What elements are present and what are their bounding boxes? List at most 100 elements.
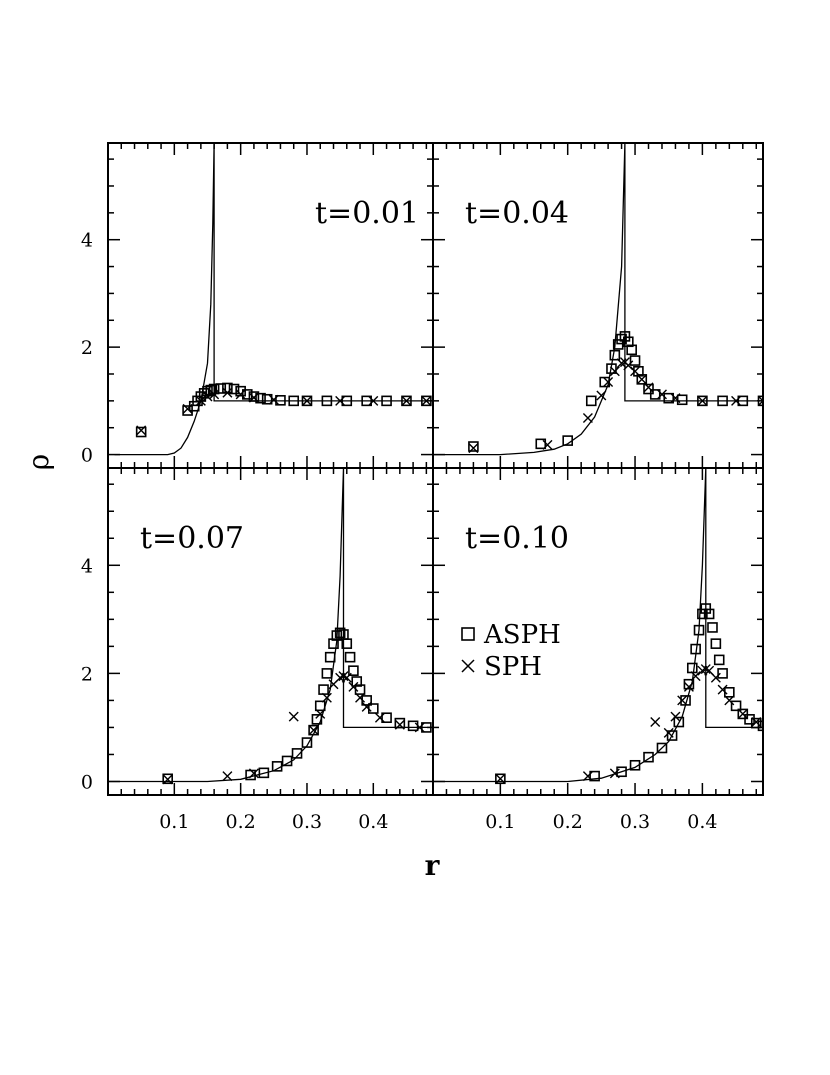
sph-point <box>288 711 299 722</box>
asph-point <box>215 383 227 394</box>
panel-time-label: t=0.07 <box>140 521 244 556</box>
asph-point <box>616 333 627 345</box>
legend-label-asph: ASPH <box>483 620 561 650</box>
asph-point <box>495 773 506 785</box>
analytic-solution-line <box>114 143 433 456</box>
asph-point <box>208 383 220 395</box>
panel-frame <box>432 142 764 469</box>
asph-point <box>361 695 372 706</box>
asph-point <box>616 766 627 778</box>
y-tick-label: 0 <box>81 445 93 467</box>
asph-point <box>700 603 712 614</box>
sph-point <box>308 725 319 736</box>
y-tick-label: 2 <box>81 337 93 359</box>
asph-point <box>261 393 273 405</box>
asph-point <box>271 761 283 772</box>
asph-point <box>301 395 313 407</box>
asph-point <box>255 392 266 404</box>
asph-point <box>673 716 685 728</box>
asph-point <box>341 638 353 649</box>
asph-point <box>321 395 333 407</box>
asph-point <box>344 651 356 663</box>
sph-point <box>301 395 312 406</box>
sph-point <box>401 395 412 406</box>
sph-point <box>368 395 379 406</box>
panel-frame <box>107 467 434 796</box>
legend-asph-marker <box>461 627 475 641</box>
asph-point <box>562 435 573 446</box>
asph-point <box>291 748 303 759</box>
sph-point <box>338 671 349 682</box>
x-tick-label: 0.1 <box>485 811 515 833</box>
asph-point <box>468 441 479 452</box>
panel-top-left: t=0.01 <box>107 142 434 469</box>
sph-point <box>717 684 728 695</box>
asph-point <box>693 624 705 636</box>
asph-point <box>241 389 253 400</box>
asph-point <box>235 385 246 397</box>
asph-point <box>258 767 270 779</box>
asph-point <box>248 391 260 402</box>
panel-time-label: t=0.04 <box>465 196 569 231</box>
asph-point <box>690 643 701 655</box>
sph-point <box>582 413 593 424</box>
asph-point <box>421 722 432 733</box>
asph-point <box>757 720 763 732</box>
asph-point <box>311 714 323 725</box>
sph-point <box>495 773 506 784</box>
panel-time-label: t=0.10 <box>465 521 569 556</box>
plot-area <box>108 468 433 785</box>
sph-point <box>670 711 681 722</box>
asph-point <box>609 349 621 361</box>
asph-point <box>328 638 339 649</box>
asph-point <box>737 395 749 407</box>
asph-point <box>643 751 654 763</box>
sph-point <box>603 377 614 388</box>
panel-top-right: t=0.04 <box>432 142 764 469</box>
asph-point <box>599 376 611 388</box>
asph-point <box>321 668 333 679</box>
asph-point <box>680 695 691 706</box>
sph-point <box>348 681 359 692</box>
asph-point <box>697 395 708 407</box>
sph-point <box>677 695 688 706</box>
x-tick-label: 0.4 <box>358 811 388 833</box>
asph-point <box>619 331 631 342</box>
y-axis-title: ρ <box>22 454 55 470</box>
asph-point <box>750 717 762 729</box>
asph-point <box>314 700 326 712</box>
plot-area <box>433 143 763 456</box>
asph-point <box>585 395 597 407</box>
asph-point <box>676 394 688 406</box>
asph-point <box>381 712 392 724</box>
asph-point <box>683 678 695 690</box>
x-tick-label: 0.1 <box>159 811 189 833</box>
asph-point <box>606 363 617 374</box>
asph-point <box>717 395 728 407</box>
asph-point <box>381 395 392 407</box>
x-axis-title: r <box>425 849 441 882</box>
asph-point <box>341 395 353 407</box>
sph-point <box>335 395 346 406</box>
asph-point <box>717 668 728 679</box>
y-tick-label: 4 <box>81 555 93 577</box>
asph-point <box>633 366 644 377</box>
x-tick-label: 0.3 <box>620 811 650 833</box>
panel-bottom-left: t=0.07 <box>107 467 434 796</box>
analytic-solution-line <box>433 468 763 783</box>
x-tick-label: 0.4 <box>687 811 717 833</box>
panel-bottom-right: t=0.10 <box>432 467 764 796</box>
asph-point <box>348 665 359 676</box>
asph-point <box>308 724 319 736</box>
asph-point <box>626 344 637 356</box>
panel-ticks <box>108 143 433 468</box>
asph-point <box>334 627 346 639</box>
sph-point <box>609 366 620 377</box>
asph-point <box>629 759 641 771</box>
asph-point <box>275 395 286 406</box>
asph-point <box>368 703 379 714</box>
asph-point <box>589 770 600 782</box>
asph-point <box>281 755 293 767</box>
